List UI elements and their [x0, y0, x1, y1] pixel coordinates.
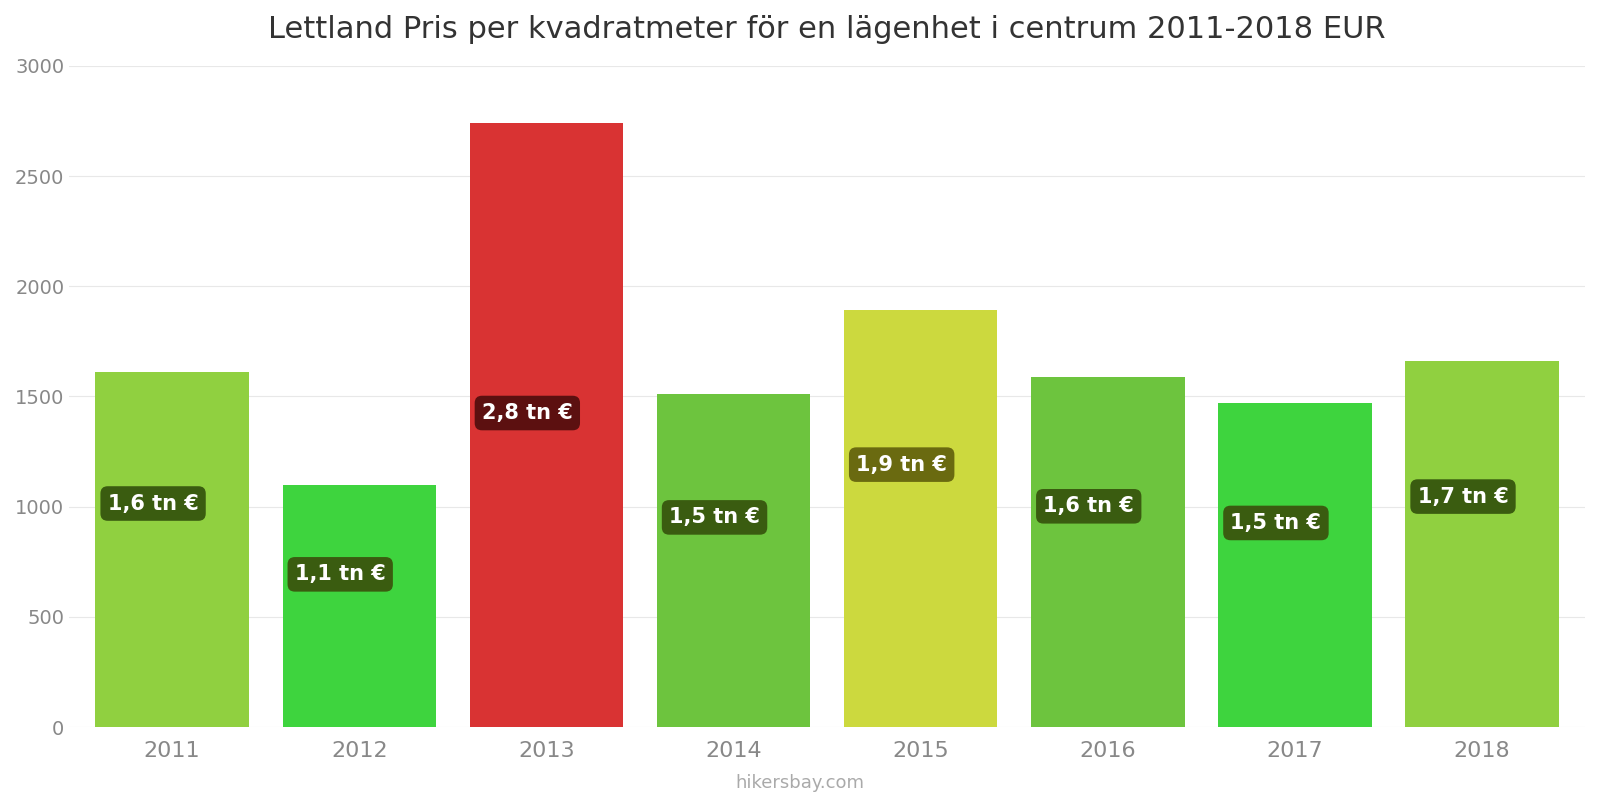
Text: hikersbay.com: hikersbay.com: [736, 774, 864, 792]
Bar: [1218, 403, 1371, 727]
Text: 1,6 tn €: 1,6 tn €: [1043, 496, 1134, 516]
Text: 1,9 tn €: 1,9 tn €: [856, 454, 947, 474]
Text: 1,7 tn €: 1,7 tn €: [1418, 486, 1509, 506]
Bar: [843, 310, 997, 727]
Bar: [470, 123, 622, 727]
Bar: [658, 394, 810, 727]
Text: 1,5 tn €: 1,5 tn €: [669, 507, 760, 527]
Text: 1,6 tn €: 1,6 tn €: [107, 494, 198, 514]
Text: 1,1 tn €: 1,1 tn €: [294, 564, 386, 584]
Text: 2,8 tn €: 2,8 tn €: [482, 403, 573, 423]
Text: 1,5 tn €: 1,5 tn €: [1230, 513, 1322, 533]
Bar: [1405, 361, 1558, 727]
Title: Lettland Pris per kvadratmeter för en lägenhet i centrum 2011-2018 EUR: Lettland Pris per kvadratmeter för en lä…: [269, 15, 1386, 44]
Bar: [96, 372, 250, 727]
Bar: [1030, 377, 1184, 727]
Bar: [283, 485, 437, 727]
